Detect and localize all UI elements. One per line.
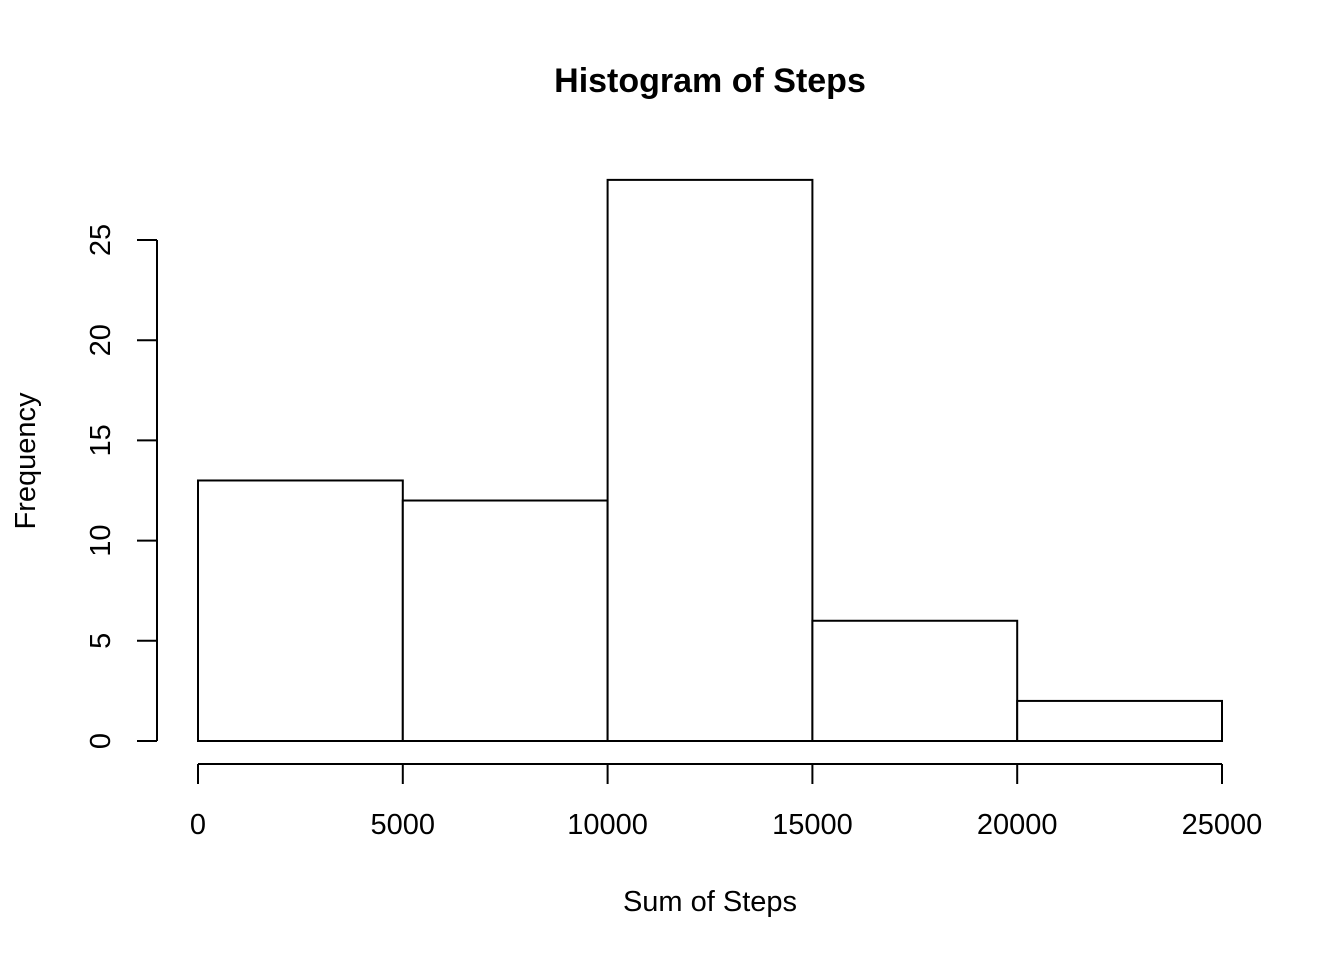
bars-group <box>197 178 1224 743</box>
histogram-bar <box>197 479 404 742</box>
histogram-bar <box>401 499 609 742</box>
y-tick-label: 0 <box>85 733 117 749</box>
x-tick-label: 20000 <box>977 809 1058 841</box>
x-tick-label: 15000 <box>772 809 853 841</box>
x-tick-label: 25000 <box>1182 809 1263 841</box>
y-tick-label: 25 <box>85 224 117 256</box>
y-tick-label: 15 <box>85 424 117 456</box>
x-tick-label: 10000 <box>567 809 648 841</box>
y-tick-label: 10 <box>85 524 117 556</box>
x-tick-label: 0 <box>190 809 206 841</box>
y-axis-label: Frequency <box>10 392 42 530</box>
y-tick-label: 5 <box>85 633 117 649</box>
histogram-bar <box>1016 699 1224 742</box>
x-axis: 0 5000 10000 15000 20000 25000 <box>190 763 1263 841</box>
x-axis-label: Sum of Steps <box>623 886 797 918</box>
histogram-bar <box>811 619 1019 743</box>
y-tick-label: 20 <box>85 324 117 356</box>
y-axis: 0 5 10 15 20 25 <box>85 224 158 749</box>
chart-title: Histogram of Steps <box>554 62 866 100</box>
x-tick-label: 5000 <box>371 809 436 841</box>
histogram-bar <box>606 178 814 742</box>
